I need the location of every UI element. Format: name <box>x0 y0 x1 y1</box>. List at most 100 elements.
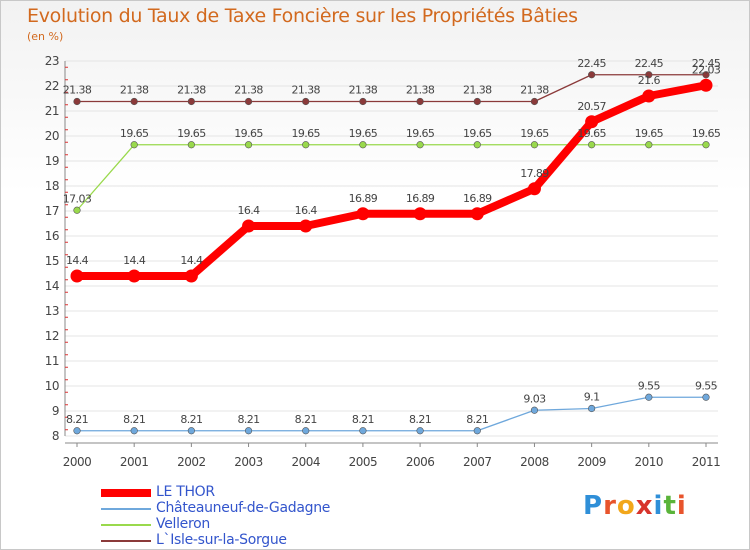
logo-letter: o <box>616 491 636 521</box>
data-label: 22.03 <box>692 63 721 76</box>
legend-swatch <box>101 540 151 542</box>
series-line <box>76 74 707 103</box>
data-label: 8.21 <box>466 413 488 426</box>
data-label: 20.57 <box>577 100 606 113</box>
data-label: 9.55 <box>695 379 718 392</box>
x-tick-label: 2000 <box>63 455 92 469</box>
y-tick-label: 11 <box>45 354 59 368</box>
data-point <box>702 393 710 401</box>
y-tick-label: 15 <box>45 254 59 268</box>
data-point <box>642 89 656 103</box>
data-label: 22.45 <box>692 57 721 70</box>
logo-letter: r <box>603 491 617 521</box>
data-label: 16.89 <box>463 192 492 205</box>
y-tick-label: 9 <box>52 404 59 418</box>
data-point <box>416 427 424 435</box>
data-label: 16.89 <box>406 192 435 205</box>
x-tick-label: 2008 <box>520 455 549 469</box>
data-point <box>359 141 367 149</box>
data-point <box>588 71 596 79</box>
data-label: 19.65 <box>120 127 149 140</box>
data-label: 21.38 <box>177 84 206 97</box>
data-point <box>184 269 198 283</box>
data-point <box>645 393 653 401</box>
data-point <box>127 269 141 283</box>
data-point <box>473 141 481 149</box>
y-tick-label: 12 <box>45 329 59 343</box>
legend-label: L`Isle-sur-la-Sorgue <box>156 532 287 548</box>
data-label: 21.38 <box>463 84 492 97</box>
x-tick-label: 2004 <box>291 455 320 469</box>
data-point <box>699 78 713 92</box>
data-point <box>530 406 539 414</box>
data-point <box>244 427 253 435</box>
y-tick-label: 21 <box>45 104 59 118</box>
logo-letter: P <box>583 491 604 521</box>
data-label: 19.65 <box>234 127 263 140</box>
x-tick-label: 2003 <box>234 455 263 469</box>
data-label: 19.65 <box>577 127 606 140</box>
unit-label: (en %) <box>27 30 64 43</box>
data-label: 19.65 <box>177 127 206 140</box>
data-point <box>470 207 484 221</box>
data-label: 8.21 <box>66 413 88 426</box>
y-tick-label: 20 <box>45 129 59 143</box>
data-point <box>645 141 653 149</box>
data-label: 19.65 <box>692 127 721 140</box>
data-label: 14.4 <box>123 254 146 267</box>
data-label: 8.21 <box>180 413 202 426</box>
data-point <box>702 71 710 79</box>
data-point <box>473 97 481 106</box>
y-tick-label: 13 <box>45 304 59 318</box>
legend-swatch <box>101 524 151 526</box>
y-tick-label: 23 <box>45 54 59 68</box>
line-chart: 8 9 10 11 12 13 14 15 16 17 18 19 20 21 22 23 2000 2001 20… <box>45 54 722 469</box>
data-label: 8.21 <box>352 413 374 426</box>
y-tick-label: 17 <box>45 204 59 218</box>
data-label: 21.38 <box>520 84 549 97</box>
data-point <box>73 206 81 214</box>
data-label: 22.45 <box>635 57 664 70</box>
data-point <box>302 97 310 106</box>
x-tick-label: 2009 <box>577 455 606 469</box>
y-tick-label: 8 <box>52 429 59 443</box>
data-point <box>413 207 427 221</box>
x-tick-label: 2005 <box>349 455 378 469</box>
data-label: 19.65 <box>349 127 378 140</box>
data-point <box>73 97 81 106</box>
data-point <box>242 219 256 233</box>
data-point <box>130 97 138 106</box>
data-point <box>585 115 599 129</box>
chart-title: Evolution du Taux de Taxe Foncière sur l… <box>27 5 578 27</box>
data-label: 19.65 <box>406 127 435 140</box>
legend-swatch <box>101 489 151 497</box>
data-label: 14.4 <box>66 254 89 267</box>
data-point <box>187 97 195 106</box>
y-tick-label: 18 <box>45 179 59 193</box>
data-point <box>702 141 710 149</box>
data-label: 21.6 <box>638 74 661 87</box>
y-tick-label: 22 <box>45 79 59 93</box>
x-tick-label: 2010 <box>635 455 664 469</box>
logo-letter: i <box>676 491 687 521</box>
data-point <box>187 427 195 435</box>
data-label: 9.03 <box>523 392 546 405</box>
data-label: 16.89 <box>349 192 378 205</box>
x-tick-label: 2006 <box>406 455 435 469</box>
data-point <box>302 427 310 435</box>
x-tick-label: 2001 <box>120 455 149 469</box>
y-tick-label: 10 <box>45 379 59 393</box>
series-line <box>73 81 710 280</box>
proxiti-logo: Proxiti <box>583 491 687 521</box>
data-label: 8.21 <box>409 413 431 426</box>
data-label: 19.65 <box>291 127 320 140</box>
data-label: 19.65 <box>635 127 664 140</box>
data-label: 9.1 <box>584 391 600 404</box>
data-label: 9.55 <box>638 379 661 392</box>
data-label: 22.45 <box>577 57 606 70</box>
legend-label: Velleron <box>156 516 210 532</box>
legend-label: Châteauneuf-de-Gadagne <box>156 500 331 516</box>
series-line <box>76 396 707 432</box>
data-point <box>416 141 424 149</box>
x-tick-label: 2002 <box>177 455 206 469</box>
